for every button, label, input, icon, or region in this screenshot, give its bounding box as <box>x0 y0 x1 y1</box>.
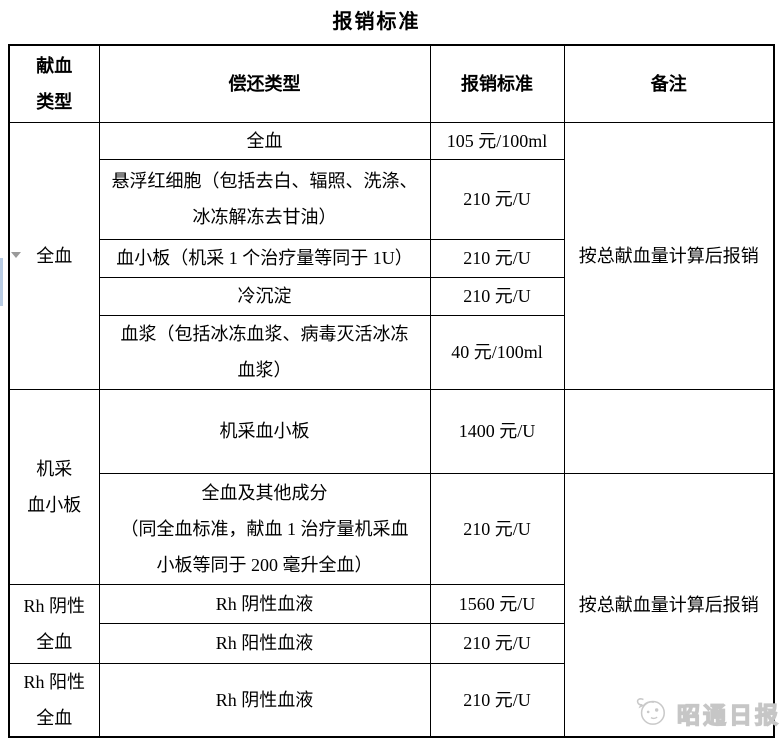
table-row: 机采 血小板 机采血小板 1400 元/U <box>8 388 775 585</box>
selection-bar <box>0 258 3 306</box>
group-cell-rh-positive: Rh 阳性 全血 <box>8 662 100 737</box>
standard-cell-suspended-rbc: 210 元/U <box>429 158 565 240</box>
repayment-cell-platelets: 血小板（机采 1 个治疗量等同于 1U） <box>98 238 431 278</box>
standard-cell-whole-blood: 105 元/100ml <box>429 121 565 160</box>
table-row: 血浆（包括冰冻血浆、病毒灭活冰冻 血浆） 40 元/100ml <box>9 314 774 390</box>
repayment-cell-cryoprecipitate: 冷沉淀 <box>98 276 431 316</box>
reimbursement-table: 献血 类型 偿还类型 报销标准 备注 全血 全血 105 元/100ml 按总献… <box>8 44 775 738</box>
note-cell-upper: 按总献血量计算后报销 <box>563 121 775 390</box>
group-cell-rh-negative: Rh 阴性 全血 <box>8 583 100 664</box>
note-cell-empty <box>563 388 775 474</box>
repayment-cell-whole-blood: 全血 <box>98 121 431 160</box>
standard-cell-cryoprecipitate: 210 元/U <box>429 276 565 316</box>
repayment-cell-rh-negative-blood: Rh 阴性血液 <box>98 583 431 624</box>
repayment-cell-rh-positive-blood: Rh 阳性血液 <box>98 622 431 664</box>
table-header-row: 献血 类型 偿还类型 报销标准 备注 <box>8 44 775 123</box>
standard-cell-rh-negative-blood-2: 210 元/U <box>429 662 565 737</box>
repayment-cell-rh-negative-blood-2: Rh 阴性血液 <box>98 662 431 737</box>
header-donation-type: 献血 类型 <box>8 44 100 123</box>
standard-cell-whole-blood-other: 210 元/U <box>429 472 565 585</box>
header-standard: 报销标准 <box>429 44 565 123</box>
header-note: 备注 <box>563 44 775 123</box>
standard-cell-plasma: 40 元/100ml <box>429 314 565 390</box>
table-row: Rh 阴性 全血 Rh 阴性血液 1560 元/U <box>8 583 774 664</box>
table-row: 冷沉淀 210 元/U <box>9 276 774 316</box>
table-row: Rh 阳性血液 210 元/U <box>9 622 774 664</box>
repayment-cell-whole-blood-other: 全血及其他成分 （同全血标准，献血 1 治疗量机采血 小板等同于 200 毫升全… <box>98 472 431 585</box>
table-row: 悬浮红细胞（包括去白、辐照、洗涤、 冰冻解冻去甘油） 210 元/U <box>9 158 774 240</box>
page-title-text: 报销标准 <box>332 11 421 33</box>
group-cell-whole-blood: 全血 <box>8 121 100 390</box>
group-cell-apheresis-platelets: 机采 血小板 <box>8 388 100 585</box>
page-title: 报销标准 <box>8 5 773 34</box>
note-cell-lower: 按总献血量计算后报销 <box>563 472 775 737</box>
table-row: 全血 全血 105 元/100ml 按总献血量计算后报销 <box>8 121 775 390</box>
repayment-cell-suspended-rbc: 悬浮红细胞（包括去白、辐照、洗涤、 冰冻解冻去甘油） <box>98 158 431 240</box>
repayment-cell-apheresis-platelets: 机采血小板 <box>98 388 431 474</box>
table-row: 全血及其他成分 （同全血标准，献血 1 治疗量机采血 小板等同于 200 毫升全… <box>9 472 775 737</box>
header-repayment-type: 偿还类型 <box>98 44 431 123</box>
standard-cell-rh-negative-blood: 1560 元/U <box>429 583 565 624</box>
table-row: Rh 阳性 全血 Rh 阴性血液 210 元/U <box>8 662 774 737</box>
standard-cell-rh-positive-blood: 210 元/U <box>429 622 565 664</box>
standard-cell-platelets: 210 元/U <box>429 238 565 278</box>
standard-cell-apheresis-platelets: 1400 元/U <box>429 388 565 474</box>
repayment-cell-plasma: 血浆（包括冰冻血浆、病毒灭活冰冻 血浆） <box>98 314 431 390</box>
